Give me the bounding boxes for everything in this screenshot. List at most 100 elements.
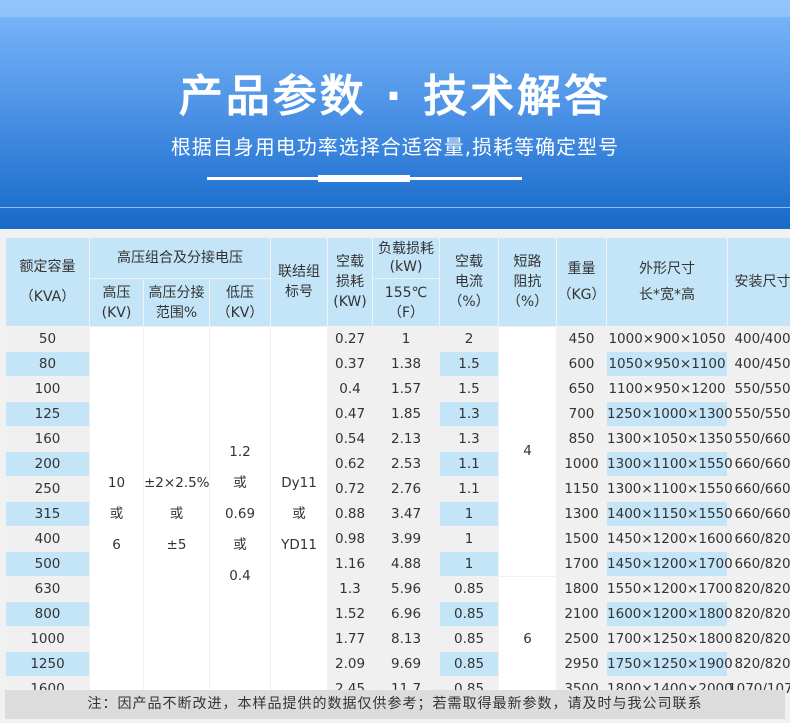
- table-row: 630 1.3 5.96 0.85 6 1800 1550×1200×1700 820/820: [6, 577, 790, 701]
- cell-weight: 2950: [557, 652, 607, 676]
- cell-capacity: 315: [6, 502, 89, 526]
- cell-load-loss: 3.99: [373, 527, 440, 551]
- cell-noload-current: 0.85: [440, 577, 499, 601]
- cell-install-size: 660/660: [728, 452, 790, 476]
- table-row: 50 10 或 6 ±2×2.5% 或 ±5 1.2 或 0.69 或 0.4 Dy11…: [6, 327, 790, 701]
- cell-weight: 450: [557, 327, 607, 351]
- cell-install-size: 820/820: [728, 577, 790, 601]
- cell-noload-loss: 1.16: [328, 552, 373, 576]
- page-title: 产品参数 · 技术解答: [178, 71, 612, 122]
- header-weight: 重量 （KG）: [557, 238, 607, 326]
- cell-noload-loss: 0.98: [328, 527, 373, 551]
- cell-noload-loss: 0.88: [328, 502, 373, 526]
- table-row: 800 1.52 6.96 0.85 2100 1600×1200×1800 820/820: [6, 602, 790, 626]
- cell-capacity: 800: [6, 602, 89, 626]
- cell-noload-current: 2: [440, 327, 499, 351]
- cell-install-size: 820/820: [728, 627, 790, 651]
- table-row: 100 0.4 1.57 1.5 650 1100×950×1200 550/550: [6, 377, 790, 401]
- cell-dimensions: 1450×1200×1600: [607, 527, 733, 551]
- cell-weight: 1000: [557, 452, 607, 476]
- page-subtitle: 根据自身用电功率选择合适容量,损耗等确定型号: [170, 135, 620, 159]
- cell-noload-current: 1: [440, 552, 499, 576]
- header-noload-current: 空载 电流 （%）: [440, 238, 499, 326]
- header-impedance: 短路 阻抗 （%）: [499, 238, 557, 326]
- footer-note: 注：因产品不断改进，本样品提供的数据仅供参考；若需取得最新参数，请及时与我公司联…: [5, 690, 785, 719]
- cell-capacity: 400: [6, 527, 89, 551]
- cell-noload-current: 1.3: [440, 427, 499, 451]
- spec-table: 额定容量 （KVA） 高压组合及分接电压 联结组 标号 空载 损耗 (KW) 负…: [5, 237, 790, 702]
- cell-dimensions: 1100×950×1200: [607, 377, 728, 401]
- cell-lv-merged: 1.2 或 0.69 或 0.4: [210, 327, 271, 701]
- header-lv: 低压 （KV）: [210, 279, 271, 326]
- cell-dimensions: 1550×1200×1700: [607, 577, 733, 601]
- cell-dimensions: 1300×1100×1550: [607, 452, 733, 476]
- cell-capacity: 500: [6, 552, 89, 576]
- cell-weight: 700: [557, 402, 607, 426]
- cell-load-loss: 4.88: [373, 552, 440, 576]
- cell-noload-loss: 0.62: [328, 452, 373, 476]
- cell-noload-current: 1.1: [440, 452, 499, 476]
- table-row: 1250 2.09 9.69 0.85 2950 1750×1250×1900 820/82…: [6, 652, 790, 676]
- header-load-loss: 负载损耗 (kW): [373, 238, 440, 278]
- cell-weight: 1150: [557, 477, 607, 501]
- cell-install-size: 550/660: [728, 427, 790, 451]
- header-vector-group: 联结组 标号: [271, 238, 328, 326]
- cell-weight: 2500: [557, 627, 607, 651]
- cell-weight: 2100: [557, 602, 607, 626]
- cell-noload-loss: 0.72: [328, 477, 373, 501]
- cell-install-size: 660/660: [728, 477, 790, 501]
- cell-load-loss: 2.13: [373, 427, 440, 451]
- cell-install-size: 660/660: [728, 502, 790, 526]
- header-hv: 高压 (KV): [90, 279, 143, 326]
- cell-dimensions: 1250×1000×1300: [607, 402, 733, 426]
- cell-load-loss: 9.69: [373, 652, 440, 676]
- cell-install-size: 820/820: [728, 602, 790, 626]
- cell-install-size: 820/820: [728, 652, 790, 676]
- header-banner: 产品参数 · 技术解答 根据自身用电功率选择合适容量,损耗等确定型号: [0, 0, 790, 229]
- cell-capacity: 80: [6, 352, 89, 376]
- table-row: 160 0.54 2.13 1.3 850 1300×1050×1350 550/660: [6, 427, 790, 451]
- cell-noload-current: 0.85: [440, 627, 499, 651]
- cell-noload-loss: 1.77: [328, 627, 373, 651]
- cell-load-loss: 8.13: [373, 627, 440, 651]
- cell-noload-current: 1.3: [440, 402, 499, 426]
- cell-dimensions: 1450×1200×1700: [607, 552, 733, 576]
- cell-dimensions: 1000×900×1050: [607, 327, 728, 351]
- table-row: 1000 1.77 8.13 0.85 2500 1700×1250×1800 820/82…: [6, 627, 790, 651]
- cell-weight: 600: [557, 352, 607, 376]
- cell-capacity: 1000: [6, 627, 89, 651]
- table-row: 125 0.47 1.85 1.3 700 1250×1000×1300 550/550: [6, 402, 790, 426]
- cell-install-size: 550/550: [728, 402, 790, 426]
- cell-noload-current: 1.5: [440, 377, 499, 401]
- header-capacity: 额定容量 （KVA）: [6, 238, 89, 326]
- cell-noload-loss: 0.4: [328, 377, 373, 401]
- cell-load-loss: 1.85: [373, 402, 440, 426]
- cell-dimensions: 1600×1200×1800: [607, 602, 733, 626]
- cell-noload-loss: 0.54: [328, 427, 373, 451]
- cell-capacity: 160: [6, 427, 89, 451]
- cell-weight: 1700: [557, 552, 607, 576]
- cell-load-loss: 2.76: [373, 477, 440, 501]
- cell-noload-loss: 1.52: [328, 602, 373, 626]
- cell-noload-current: 1: [440, 527, 499, 551]
- cell-load-loss: 1: [373, 327, 440, 351]
- cell-install-size: 660/820: [728, 527, 790, 551]
- cell-dimensions: 1700×1250×1800: [607, 627, 733, 651]
- cell-capacity: 630: [6, 577, 89, 601]
- cell-noload-current: 1.1: [440, 477, 499, 501]
- cell-noload-loss: 1.3: [328, 577, 373, 601]
- table-row: 80 0.37 1.38 1.5 600 1050×950×1100 400/450: [6, 352, 790, 376]
- cell-load-loss: 6.96: [373, 602, 440, 626]
- cell-noload-loss: 0.27: [328, 327, 373, 351]
- table-row: 200 0.62 2.53 1.1 1000 1300×1100×1550 660/660: [6, 452, 790, 476]
- table-row: 400 0.98 3.99 1 1500 1450×1200×1600 660/820: [6, 527, 790, 551]
- cell-noload-current: 1: [440, 502, 499, 526]
- cell-weight: 650: [557, 377, 607, 401]
- cell-weight: 1300: [557, 502, 607, 526]
- cell-load-loss: 1.38: [373, 352, 440, 376]
- cell-impedance-merged: 6: [499, 577, 557, 701]
- cell-noload-current: 1.5: [440, 352, 499, 376]
- cell-dimensions: 1300×1050×1350: [607, 427, 733, 451]
- cell-capacity: 1250: [6, 652, 89, 676]
- header-install-size: 安装尺寸: [728, 238, 790, 326]
